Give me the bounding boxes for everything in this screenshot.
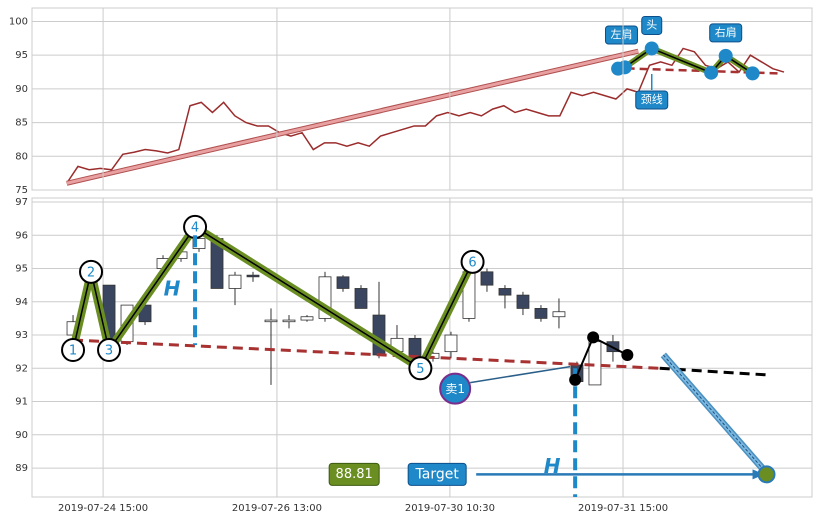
pivot-label: 5 bbox=[416, 362, 424, 377]
candle-body bbox=[300, 316, 314, 321]
y-tick-label: 90 bbox=[15, 84, 28, 95]
candle-body bbox=[354, 288, 368, 309]
candle-body bbox=[264, 319, 278, 323]
candle-body bbox=[444, 334, 458, 353]
price-point bbox=[569, 373, 582, 386]
sell-pointer bbox=[470, 365, 571, 384]
target-label: Target bbox=[415, 466, 460, 482]
candle-body bbox=[228, 274, 242, 289]
candle-body bbox=[246, 274, 260, 278]
price-point bbox=[621, 348, 634, 361]
pattern-dot bbox=[718, 48, 733, 63]
candle-body bbox=[192, 238, 206, 249]
pivot-marker bbox=[460, 249, 485, 274]
pivot-marker bbox=[97, 337, 122, 362]
y-tick-label: 90 bbox=[15, 430, 28, 441]
pivot-marker bbox=[408, 356, 433, 381]
y-tick-label: 80 bbox=[15, 151, 28, 162]
target-value: 88.81 bbox=[336, 467, 373, 482]
x-tick-label: 2019-07-30 10:30 bbox=[405, 503, 495, 514]
y-tick-label: 91 bbox=[15, 397, 28, 408]
x-tick-label: 2019-07-31 15:00 bbox=[578, 503, 668, 514]
pattern-dot bbox=[644, 41, 659, 56]
candle-body bbox=[588, 341, 602, 386]
price-line bbox=[66, 47, 785, 184]
annotation-label: 颈线 bbox=[641, 92, 663, 106]
pivot-marker bbox=[61, 337, 86, 362]
projection-line-dash bbox=[662, 354, 769, 475]
annotation-label: 右肩 bbox=[715, 25, 737, 39]
annotation-label: 头 bbox=[646, 18, 657, 31]
y-tick-label: 95 bbox=[15, 50, 28, 61]
x-tick-label: 2019-07-26 13:00 bbox=[232, 503, 322, 514]
target-point bbox=[757, 465, 776, 484]
pivot-label: 4 bbox=[191, 220, 199, 235]
annotation-label: 左肩 bbox=[610, 27, 632, 41]
annotation-box bbox=[641, 15, 663, 35]
y-tick-label: 100 bbox=[9, 16, 28, 27]
y-tick-label: 85 bbox=[15, 118, 28, 129]
y-tick-label: 92 bbox=[15, 363, 28, 374]
candle-body bbox=[498, 288, 512, 296]
sell-marker bbox=[439, 372, 472, 405]
height-label: H bbox=[164, 277, 181, 301]
y-tick-label: 89 bbox=[15, 463, 28, 474]
sell-label: 卖1 bbox=[445, 382, 465, 396]
pivot-line-core bbox=[72, 225, 474, 370]
price-point bbox=[587, 331, 600, 344]
y-tick-label: 75 bbox=[15, 185, 28, 196]
y-tick-label: 95 bbox=[15, 264, 28, 275]
candle-body bbox=[552, 311, 566, 318]
pivot-label: 2 bbox=[87, 265, 95, 280]
pattern-dot bbox=[745, 66, 760, 81]
y-tick-label: 93 bbox=[15, 330, 28, 341]
annotation-box bbox=[604, 25, 638, 45]
candle-body bbox=[534, 308, 548, 319]
pattern-dot bbox=[704, 65, 719, 80]
target-value-box bbox=[328, 462, 380, 486]
candle-body bbox=[282, 319, 296, 323]
pivot-label: 3 bbox=[105, 343, 113, 358]
candle-body bbox=[516, 294, 530, 309]
candle-body bbox=[336, 276, 350, 289]
height-label: H bbox=[544, 454, 561, 478]
y-tick-label: 97 bbox=[15, 197, 28, 208]
x-tick-label: 2019-07-24 15:00 bbox=[58, 503, 148, 514]
pattern-dot bbox=[617, 60, 632, 75]
pivot-label: 6 bbox=[468, 255, 476, 270]
bottom-panel bbox=[31, 197, 813, 498]
annotation-box bbox=[709, 23, 743, 43]
y-tick-label: 94 bbox=[15, 297, 28, 308]
pivot-marker bbox=[79, 259, 104, 284]
annotation-box bbox=[635, 90, 669, 110]
pivot-label: 1 bbox=[69, 343, 77, 358]
y-tick-label: 96 bbox=[15, 230, 28, 241]
candle-body bbox=[480, 271, 494, 286]
neckline bbox=[72, 338, 660, 370]
target-box bbox=[407, 462, 467, 486]
trend-line bbox=[66, 49, 639, 185]
